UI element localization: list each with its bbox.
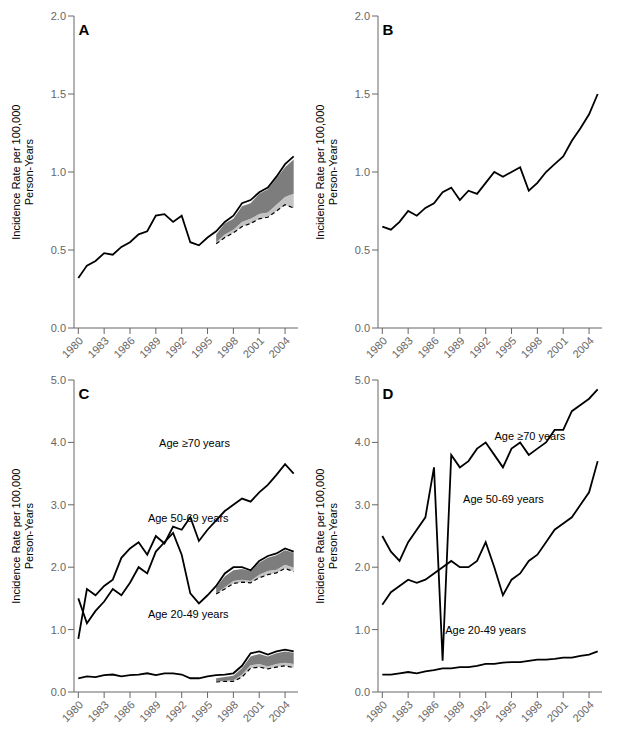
svg-text:1995: 1995 (493, 334, 519, 360)
svg-text:1989: 1989 (137, 334, 163, 360)
html-text:Age ≥70 years: Age ≥70 years (159, 436, 230, 449)
html-text:D: D (382, 385, 394, 403)
html-text:Age ≥70 years: Age ≥70 years (494, 430, 566, 443)
svg-text:1980: 1980 (363, 698, 389, 724)
svg-text:2001: 2001 (544, 334, 570, 360)
svg-text:2004: 2004 (266, 698, 292, 724)
svg-text:1992: 1992 (467, 334, 493, 360)
svg-text:1.0: 1.0 (355, 166, 370, 178)
svg-text:1989: 1989 (137, 698, 163, 724)
svg-text:1.5: 1.5 (51, 88, 66, 100)
svg-text:0.0: 0.0 (355, 322, 370, 334)
html-text:Incidence Rate per 100,000 Per: Incidence Rate per 100,000 Person-Years (10, 104, 36, 240)
svg-text:1.0: 1.0 (355, 624, 370, 636)
svg-text:1995: 1995 (189, 334, 215, 360)
svg-text:1992: 1992 (163, 698, 189, 724)
svg-text:5.0: 5.0 (355, 374, 370, 386)
svg-text:3.0: 3.0 (355, 499, 370, 511)
svg-text:2004: 2004 (570, 334, 596, 360)
svg-text:1989: 1989 (441, 698, 467, 724)
svg-text:1998: 1998 (519, 334, 545, 360)
svg-text:1980: 1980 (363, 334, 389, 360)
html-text:Incidence Rate per 100,000 Per: Incidence Rate per 100,000 Person-Years (314, 104, 340, 240)
html-text:Age 20-49 years: Age 20-49 years (445, 623, 526, 636)
svg-text:1998: 1998 (215, 334, 241, 360)
svg-text:1980: 1980 (59, 334, 85, 360)
html-text:B: B (382, 21, 394, 39)
svg-text:1986: 1986 (415, 698, 441, 724)
svg-text:4.0: 4.0 (51, 436, 66, 448)
svg-text:1992: 1992 (163, 334, 189, 360)
svg-text:2.0: 2.0 (51, 10, 66, 22)
svg-text:1998: 1998 (215, 698, 241, 724)
svg-text:1995: 1995 (189, 698, 215, 724)
svg-text:1983: 1983 (389, 334, 415, 360)
html-text:Age 50-69 years: Age 50-69 years (147, 511, 229, 524)
svg-text:2001: 2001 (240, 334, 266, 360)
svg-text:0.0: 0.0 (355, 686, 370, 698)
svg-text:0.5: 0.5 (355, 244, 370, 256)
svg-text:1.5: 1.5 (355, 88, 370, 100)
svg-text:5.0: 5.0 (51, 374, 66, 386)
svg-text:1983: 1983 (85, 698, 111, 724)
svg-text:1.0: 1.0 (51, 166, 66, 178)
svg-text:2.0: 2.0 (355, 10, 370, 22)
svg-text:1980: 1980 (59, 698, 85, 724)
svg-text:0.0: 0.0 (51, 322, 66, 334)
svg-text:1989: 1989 (441, 334, 467, 360)
svg-text:2004: 2004 (266, 334, 292, 360)
html-text:A: A (78, 21, 90, 39)
svg-text:1986: 1986 (111, 698, 137, 724)
svg-text:1986: 1986 (415, 334, 441, 360)
svg-text:1998: 1998 (519, 698, 545, 724)
svg-text:2001: 2001 (240, 698, 266, 724)
html-text:Age 20-49 years: Age 20-49 years (147, 608, 229, 621)
svg-text:1986: 1986 (111, 334, 137, 360)
svg-text:1.0: 1.0 (51, 624, 66, 636)
html-text:C: C (78, 385, 90, 403)
html-text:Age 50-69 years: Age 50-69 years (463, 492, 544, 505)
svg-text:2004: 2004 (570, 698, 596, 724)
svg-text:1983: 1983 (85, 334, 111, 360)
svg-text:1992: 1992 (467, 698, 493, 724)
svg-text:2.0: 2.0 (355, 561, 370, 573)
svg-text:2.0: 2.0 (51, 561, 66, 573)
svg-text:3.0: 3.0 (51, 499, 66, 511)
svg-text:1995: 1995 (493, 698, 519, 724)
svg-text:0.0: 0.0 (51, 686, 66, 698)
svg-text:1983: 1983 (389, 698, 415, 724)
svg-text:2001: 2001 (544, 698, 570, 724)
html-text:Incidence Rate per 100,000 Per: Incidence Rate per 100,000 Person-Years (314, 468, 340, 604)
svg-text:0.5: 0.5 (51, 244, 66, 256)
svg-text:4.0: 4.0 (355, 436, 370, 448)
html-text:Incidence Rate per 100,000 Per: Incidence Rate per 100,000 Person-Years (10, 468, 36, 604)
